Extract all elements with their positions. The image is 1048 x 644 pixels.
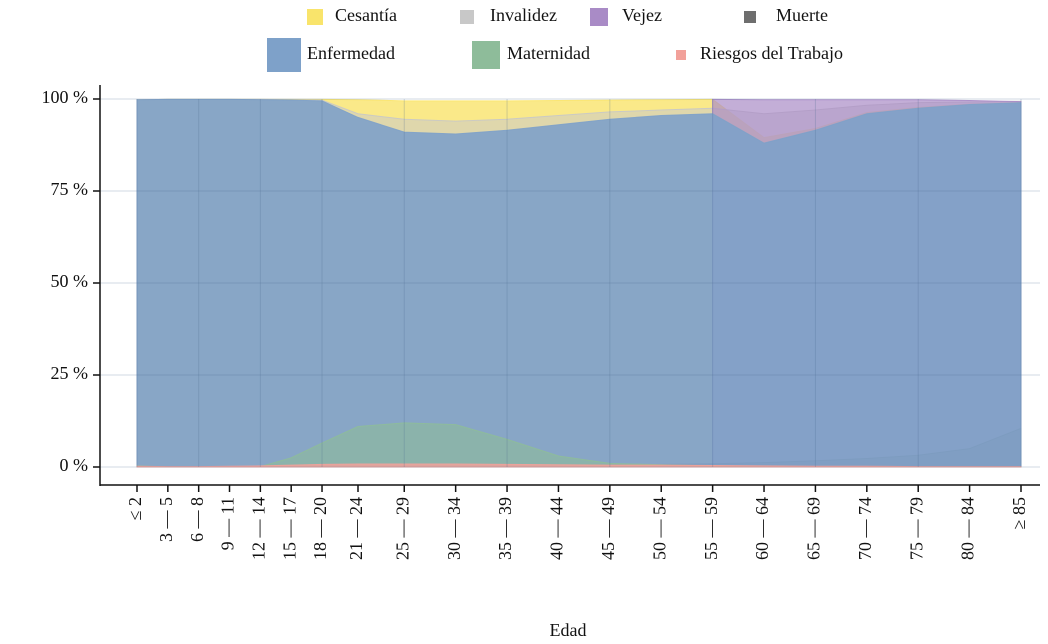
legend-label: Maternidad xyxy=(507,43,590,63)
legend-swatch xyxy=(307,9,323,25)
x-tick-label: 45 — 49 xyxy=(598,497,618,560)
x-tick-label: 75 — 79 xyxy=(906,497,926,560)
x-tick-label: 25 — 29 xyxy=(392,497,412,560)
x-tick-label: ≤ 2 xyxy=(125,497,145,520)
x-tick-label: 35 — 39 xyxy=(495,497,515,560)
y-tick-label: 50 % xyxy=(51,271,89,291)
legend-label: Invalidez xyxy=(490,5,557,25)
x-tick-label: 70 — 74 xyxy=(855,497,875,560)
x-axis-label: Edad xyxy=(550,620,587,640)
grid xyxy=(100,98,1040,468)
legend-label: Vejez xyxy=(622,5,662,25)
x-tick-label: 40 — 44 xyxy=(547,497,567,560)
legend-swatch xyxy=(472,41,500,69)
x-tick-label: 18 — 20 xyxy=(310,497,330,560)
y-tick-label: 0 % xyxy=(60,455,89,475)
x-tick-label: 55 — 59 xyxy=(701,497,721,560)
x-tick-label: 65 — 69 xyxy=(804,497,824,560)
x-tick-label: 21 — 24 xyxy=(346,497,366,560)
x-tick-label: 30 — 34 xyxy=(444,497,464,560)
x-tick-label: 50 — 54 xyxy=(649,497,669,560)
x-tick-label: 9 — 11 xyxy=(218,497,238,550)
legend-swatch xyxy=(590,8,608,26)
y-tick-label: 75 % xyxy=(51,179,89,199)
x-tick-label: 6 — 8 xyxy=(187,497,207,542)
x-tick-label: 80 — 84 xyxy=(958,497,978,560)
legend-swatch xyxy=(676,50,686,60)
y-tick-label: 100 % xyxy=(42,87,89,107)
x-tick-label: 12 — 14 xyxy=(248,497,268,560)
x-tick-label: 3 — 5 xyxy=(156,497,176,542)
legend-swatch xyxy=(460,10,474,24)
legend-label: Cesantía xyxy=(335,5,397,25)
plot-area xyxy=(136,98,1022,468)
x-tick-label: 15 — 17 xyxy=(279,497,299,560)
legend-label: Muerte xyxy=(776,5,828,25)
legend-swatch xyxy=(744,11,756,23)
x-tick-label: 60 — 64 xyxy=(752,497,772,560)
x-tick-label: ≥ 85 xyxy=(1009,497,1029,529)
area xyxy=(136,463,1022,468)
legend-label: Enfermedad xyxy=(307,43,395,63)
y-tick-label: 25 % xyxy=(51,363,89,383)
area xyxy=(136,98,1022,468)
legend-swatch xyxy=(267,38,301,72)
legend-label: Riesgos del Trabajo xyxy=(700,43,843,63)
